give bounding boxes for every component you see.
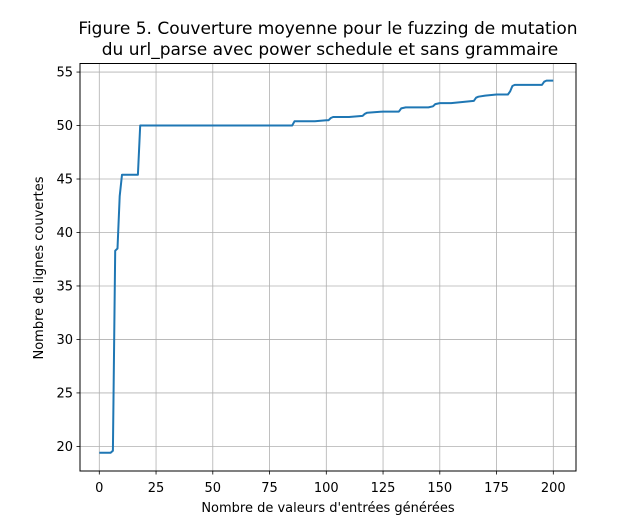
y-tick-label: 20 — [56, 440, 73, 455]
x-tick-label: 125 — [371, 481, 396, 496]
x-tick-label: 0 — [95, 481, 103, 496]
x-tick-label: 175 — [484, 481, 509, 496]
y-axis-label: Nombre de lignes couvertes — [32, 176, 47, 359]
x-tick-label: 75 — [261, 481, 278, 496]
x-tick-label: 100 — [314, 481, 339, 496]
series-group — [99, 79, 554, 454]
coverage-line — [99, 79, 554, 454]
x-axis-ticks: 0 25 50 75 100 125 150 175 200 — [95, 471, 566, 496]
y-tick-label: 35 — [56, 279, 73, 294]
x-tick-label: 200 — [541, 481, 566, 496]
y-tick-label: 30 — [56, 333, 73, 348]
x-tick-label: 50 — [205, 481, 222, 496]
chart-title-line-1: Figure 5. Couverture moyenne pour le fuz… — [78, 19, 577, 39]
y-axis-ticks: 20 25 30 35 40 45 50 55 — [56, 66, 80, 455]
y-tick-label: 50 — [56, 119, 73, 134]
y-tick-label: 45 — [56, 173, 73, 188]
gridlines — [80, 63, 576, 471]
x-axis-label: Nombre de valeurs d'entrées générées — [201, 501, 455, 516]
y-tick-label: 55 — [56, 66, 73, 81]
y-tick-label: 40 — [56, 226, 73, 241]
x-tick-label: 25 — [148, 481, 165, 496]
plot-frame — [79, 63, 577, 472]
chart-title-line-2: du url_parse avec power schedule et sans… — [102, 40, 558, 60]
y-tick-label: 25 — [56, 386, 73, 401]
x-tick-label: 150 — [427, 481, 452, 496]
